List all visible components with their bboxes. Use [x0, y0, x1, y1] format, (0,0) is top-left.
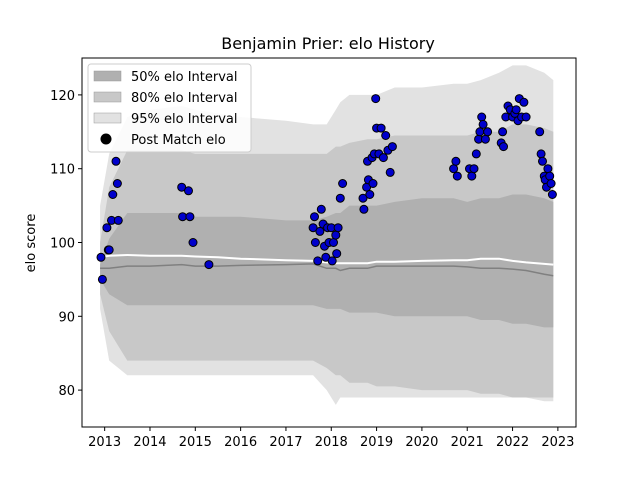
x-tick-label: 2017 — [269, 435, 302, 450]
post-match-point — [385, 167, 395, 177]
chart-title: Benjamin Prier: elo History — [221, 34, 435, 53]
post-match-point — [471, 149, 481, 159]
post-match-point — [316, 204, 326, 214]
post-match-point — [371, 94, 381, 104]
legend-label: 95% elo Interval — [131, 112, 238, 127]
post-match-point — [97, 274, 107, 284]
legend-label: Post Match elo — [131, 133, 226, 148]
x-tick-label: 2021 — [451, 435, 484, 450]
post-match-point — [96, 252, 106, 262]
post-match-point — [327, 256, 337, 266]
post-match-point — [499, 142, 508, 152]
post-match-point — [452, 171, 462, 181]
post-match-point — [381, 131, 391, 140]
x-tick-label: 2014 — [133, 435, 166, 450]
post-match-point — [467, 171, 477, 181]
mean-elo-line — [99, 253, 554, 266]
post-match-point — [204, 260, 214, 270]
post-match-point — [333, 223, 343, 233]
post-match-point — [511, 105, 521, 115]
post-match-point — [177, 182, 187, 192]
post-match-points — [96, 94, 557, 284]
post-match-point — [184, 186, 193, 196]
post-match-point — [185, 212, 195, 222]
post-match-point — [188, 238, 198, 247]
post-match-point — [483, 127, 493, 137]
x-tick-label: 2015 — [179, 435, 212, 450]
post-match-point — [498, 127, 508, 137]
post-match-point — [338, 179, 348, 188]
post-match-point — [387, 142, 397, 152]
x-axis-ticks: 2013 2014 2015 2016 2017 2018 2019 2020 2021 2022… — [88, 427, 574, 450]
post-match-point — [538, 156, 547, 166]
post-match-point — [536, 149, 546, 159]
post-match-point — [521, 112, 531, 122]
post-match-point — [451, 156, 461, 166]
post-match-point — [331, 230, 341, 240]
y-tick-label: 90 — [58, 310, 75, 325]
post-match-point — [102, 223, 112, 233]
post-match-point — [378, 153, 388, 163]
post-match-point — [547, 190, 557, 199]
x-tick-label: 2019 — [360, 435, 393, 450]
post-match-point — [535, 127, 545, 137]
legend-label: 80% elo Interval — [131, 91, 238, 106]
post-match-point — [112, 179, 122, 188]
median-elo-line — [100, 263, 554, 277]
post-match-point — [543, 164, 553, 174]
post-match-point — [477, 112, 487, 122]
x-tick-label: 2013 — [88, 435, 121, 450]
post-match-point — [475, 127, 485, 137]
legend-swatch — [93, 70, 122, 82]
x-tick-label: 2016 — [224, 435, 257, 450]
post-match-point — [113, 215, 123, 225]
legend-swatch — [93, 112, 122, 124]
y-tick-label: 110 — [50, 163, 75, 178]
post-match-point — [108, 190, 118, 199]
post-match-point — [313, 256, 323, 266]
post-match-point — [469, 164, 479, 174]
post-match-point — [335, 193, 345, 203]
post-match-point — [332, 249, 342, 259]
x-tick-label: 2023 — [541, 435, 574, 450]
legend-marker-icon — [100, 133, 112, 145]
post-match-point — [308, 223, 318, 233]
x-tick-label: 2020 — [405, 435, 438, 450]
post-match-point — [310, 212, 319, 222]
post-match-point — [368, 179, 378, 188]
post-match-point — [315, 226, 325, 236]
y-axis-label: elo score — [24, 214, 39, 273]
y-axis-ticks: 80 90 100 110 120 — [50, 89, 82, 399]
legend-frame — [87, 63, 252, 153]
post-match-point — [111, 156, 121, 166]
post-match-point — [104, 245, 114, 255]
post-match-point — [365, 190, 375, 199]
legend-swatch — [93, 91, 122, 103]
y-tick-label: 120 — [50, 89, 75, 104]
post-match-point — [358, 193, 368, 203]
post-match-point — [478, 119, 488, 129]
post-match-point — [546, 179, 556, 188]
post-match-point — [449, 164, 459, 174]
legend: 50% elo Interval 80% elo Interval 95% elo … — [87, 63, 252, 153]
post-match-point — [310, 238, 320, 247]
x-tick-label: 2018 — [315, 435, 348, 450]
post-match-point — [376, 123, 386, 133]
post-match-point — [545, 171, 555, 181]
legend-label: 50% elo Interval — [131, 70, 238, 85]
y-tick-label: 100 — [50, 237, 75, 252]
x-tick-label: 2022 — [496, 435, 529, 450]
post-match-point — [480, 134, 490, 144]
post-match-point — [519, 97, 529, 107]
post-match-point — [329, 238, 338, 247]
post-match-point — [359, 204, 369, 214]
y-tick-label: 80 — [58, 384, 75, 399]
